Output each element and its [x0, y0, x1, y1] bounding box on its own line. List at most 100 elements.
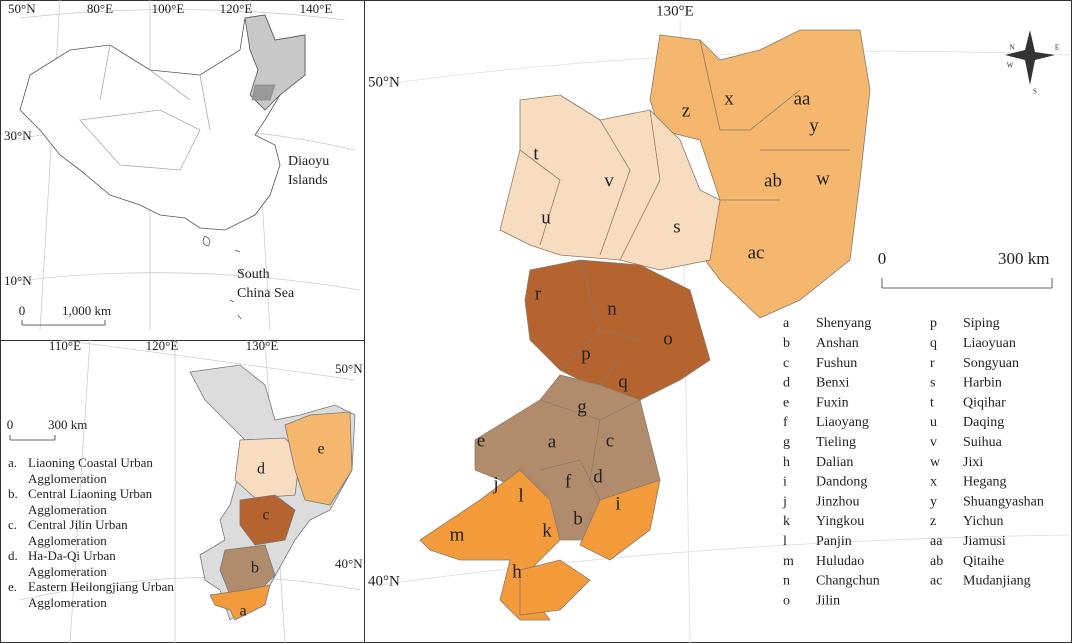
- legend-key: a.: [8, 455, 18, 470]
- region-label: q: [618, 371, 628, 392]
- map-label: a: [239, 603, 246, 620]
- lat-label: 50°N: [8, 1, 36, 16]
- region-label: k: [542, 520, 552, 541]
- region-label: z: [682, 100, 690, 121]
- list-code: g: [783, 435, 790, 450]
- annotation: China Sea: [237, 286, 295, 301]
- list-code: aa: [930, 534, 943, 549]
- region-label: n: [607, 298, 617, 319]
- list-name: Suihua: [963, 435, 1003, 450]
- region-label: t: [533, 143, 539, 164]
- compass-label: E: [1055, 44, 1059, 52]
- legend-label: Central Liaoning Urban Agglomeration: [28, 486, 153, 517]
- list-code: t: [930, 395, 934, 410]
- region-label: u: [541, 207, 551, 228]
- lon-label: 130°E: [246, 338, 279, 353]
- legend-key: c.: [8, 517, 18, 532]
- list-name: Yichun: [963, 514, 1003, 529]
- legend-label: Eastern Heilongjiang Urban Agglomeration: [28, 579, 174, 610]
- list-name: Changchun: [816, 574, 880, 589]
- scale-label: 0: [878, 249, 887, 268]
- main-map: [379, 19, 1071, 643]
- region-label: l: [518, 485, 523, 506]
- map-label: b: [251, 560, 259, 577]
- list-code: h: [783, 455, 790, 470]
- region-label: h: [512, 561, 522, 582]
- region-label: c: [606, 430, 614, 451]
- list-code: k: [783, 514, 790, 529]
- scale-label: 0: [19, 303, 26, 318]
- region-label: ab: [764, 170, 782, 191]
- scale-label: 0: [7, 417, 14, 432]
- region-inset: [9, 339, 361, 643]
- list-name: Fuxin: [816, 395, 849, 410]
- legend-item: a. Liaoning Coastal Urban Agglomeration: [8, 455, 188, 486]
- lon-label: 120°E: [146, 338, 179, 353]
- region-label: g: [577, 396, 587, 417]
- lon-label: 140°E: [300, 1, 333, 16]
- list-name: Jiamusi: [963, 534, 1006, 549]
- list-name: Qitaihe: [963, 554, 1004, 569]
- list-code: f: [783, 415, 788, 430]
- list-name: Dalian: [816, 455, 853, 470]
- list-name: Shuangyashan: [963, 494, 1044, 509]
- list-name: Panjin: [816, 534, 852, 549]
- lat-label: 50°N: [368, 74, 400, 90]
- list-code: w: [930, 455, 941, 470]
- legend-label: Central Jilin Urban Agglomeration: [28, 517, 128, 548]
- list-code: u: [930, 415, 937, 430]
- list-code: s: [930, 376, 935, 391]
- region-label: d: [593, 466, 603, 487]
- list-code: ac: [930, 574, 942, 589]
- annotation: Diaoyu: [288, 154, 329, 169]
- region-label: p: [581, 343, 591, 364]
- list-name: Benxi: [816, 376, 850, 391]
- region-label: x: [724, 88, 734, 109]
- list-name: Huludao: [816, 554, 864, 569]
- list-code: e: [783, 395, 789, 410]
- region-label: o: [663, 328, 673, 349]
- legend-label: Ha-Da-Qi Urban Agglomeration: [28, 548, 116, 579]
- region-label: ac: [748, 242, 765, 263]
- region-label: y: [809, 115, 819, 136]
- list-name: Jinzhou: [816, 494, 860, 509]
- annotation: South: [237, 267, 270, 282]
- region-label: j: [492, 473, 498, 494]
- lon-label: 110°E: [49, 338, 81, 353]
- list-name: Liaoyang: [816, 415, 869, 430]
- list-code: q: [930, 336, 937, 351]
- legend-item: d. Ha-Da-Qi Urban Agglomeration: [8, 548, 188, 579]
- list-name: Liaoyuan: [963, 336, 1016, 351]
- legend-key: d.: [8, 548, 18, 563]
- list-name: Mudanjiang: [963, 574, 1031, 589]
- list-code: o: [783, 593, 790, 608]
- lat-label: 10°N: [4, 273, 32, 288]
- list-code: a: [783, 316, 790, 331]
- map-label: c: [262, 507, 269, 524]
- lat-label: 40°N: [335, 556, 363, 571]
- list-code: c: [783, 356, 789, 371]
- lon-label: 80°E: [87, 1, 113, 16]
- list-code: l: [783, 534, 787, 549]
- region-label: i: [615, 493, 620, 514]
- region-label: f: [565, 471, 572, 492]
- map-label: d: [257, 461, 265, 478]
- region-label: aa: [794, 88, 811, 109]
- lat-label: 50°N: [335, 361, 363, 376]
- legend-item: e. Eastern Heilongjiang Urban Agglomerati…: [8, 579, 188, 610]
- region-label: m: [450, 524, 465, 545]
- lon-label: 130°E: [656, 3, 694, 19]
- lat-label: 40°N: [368, 573, 400, 589]
- annotation: Islands: [288, 173, 328, 188]
- legend-label: Liaoning Coastal Urban Agglomeration: [28, 455, 153, 486]
- legend-key: e.: [8, 579, 18, 594]
- lon-label: 120°E: [220, 1, 253, 16]
- list-code: m: [783, 554, 794, 569]
- region-label: w: [816, 168, 830, 189]
- region-label: a: [548, 431, 557, 452]
- list-name: Siping: [963, 316, 1000, 331]
- lat-label: 30°N: [4, 128, 32, 143]
- region-label: e: [477, 430, 485, 451]
- list-name: Jilin: [816, 593, 840, 608]
